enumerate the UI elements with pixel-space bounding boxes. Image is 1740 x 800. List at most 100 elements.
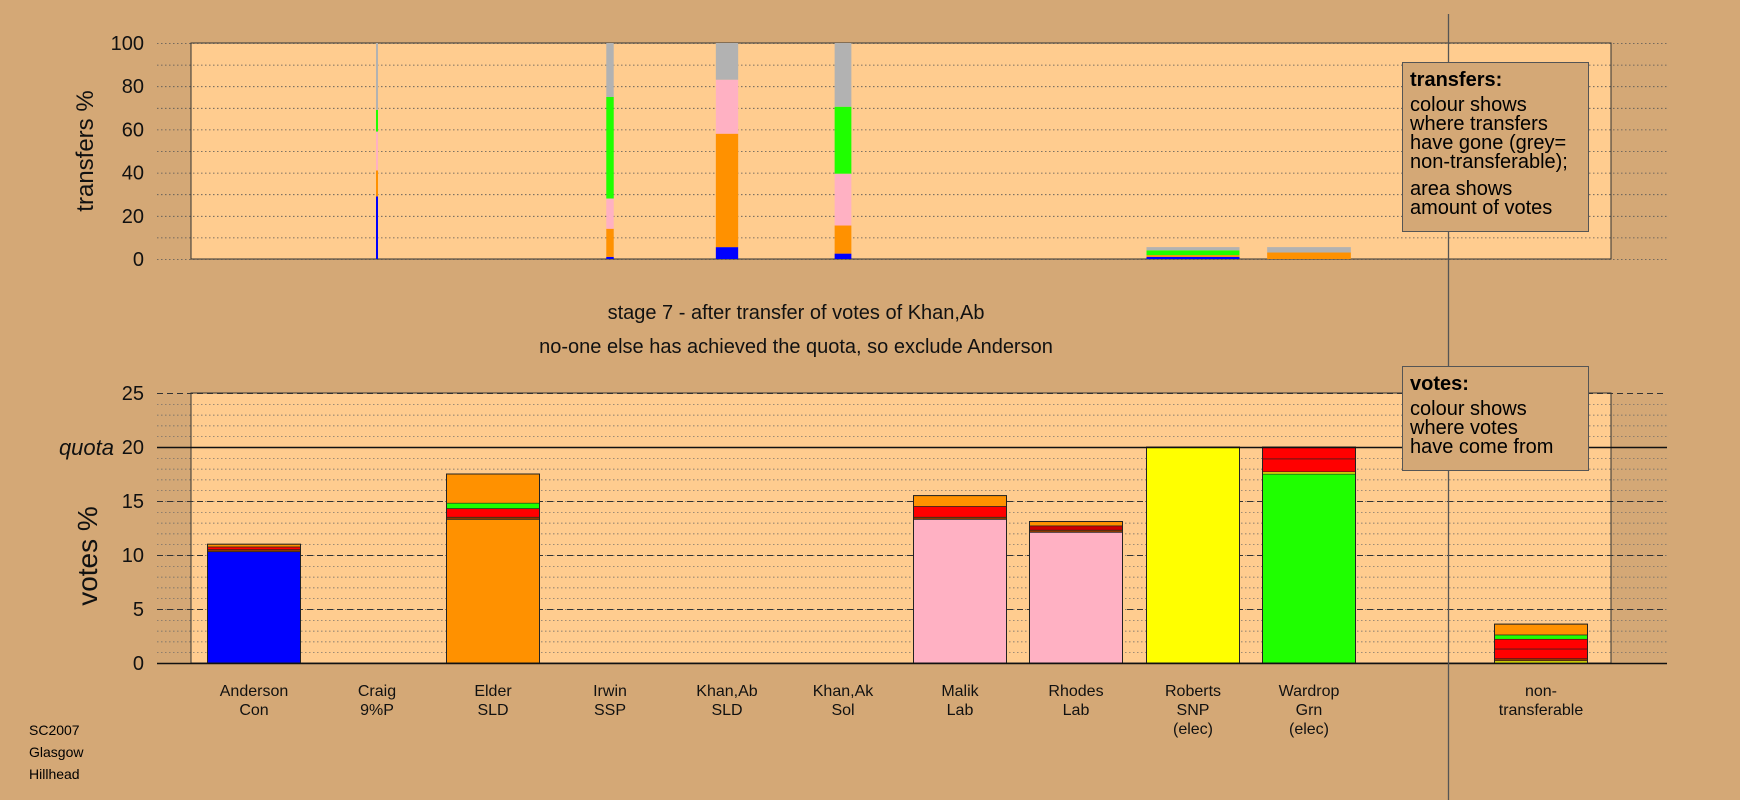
transfers-axis-label: transfers % (72, 90, 99, 211)
transfer-segment (376, 196, 378, 259)
votes-tick-label: 25 (122, 383, 144, 405)
candidate-name-label: Malik (941, 683, 979, 700)
transfers-tick-label: 100 (111, 33, 144, 55)
candidate-party-label: Con (239, 702, 268, 719)
votes-tick-label: 5 (133, 599, 144, 621)
candidate-party-label: SNP (1177, 702, 1210, 719)
transfer-segment (834, 253, 852, 259)
candidate-party-label: SSP (594, 702, 626, 719)
candidate-name-label: Elder (474, 683, 512, 700)
transfer-segment (1267, 247, 1351, 253)
candidate-party-label: SLD (477, 702, 508, 719)
candidate-party-label: Grn (1296, 702, 1323, 719)
transfer-segment (376, 109, 378, 132)
votes-legend: votes: colour shows where votes have com… (1402, 366, 1589, 471)
candidate-name-label: Roberts (1165, 683, 1221, 700)
votes-tick-label: 10 (122, 545, 144, 567)
votes-tick-label: 20 (122, 437, 144, 459)
vote-segment (1029, 525, 1123, 531)
votes-plot: 0 5 10 15 25 quota 20 votes % Anderson Con Craig 9%… (59, 383, 1667, 738)
votes-legend-title: votes: (1410, 373, 1469, 395)
candidate-name-label: Rhodes (1048, 683, 1103, 700)
transfers-legend-line: amount of votes (1410, 197, 1553, 219)
transfers-tick-label: 0 (133, 249, 144, 271)
vote-segment (1262, 446, 1356, 460)
stage-subtitle: no-one else has achieved the quota, so e… (539, 336, 1053, 358)
transfer-segment (1267, 252, 1351, 259)
transfers-legend-line: have gone (grey= (1410, 132, 1567, 154)
vote-segment (913, 495, 1007, 507)
candidate-party-label: Lab (947, 702, 974, 719)
candidate-name-label: Anderson (220, 683, 289, 700)
election-footer: SC2007 Glasgow Hillhead (29, 719, 83, 785)
vote-segment (446, 502, 540, 509)
candidate-party-label: SLD (711, 702, 742, 719)
stage-title: stage 7 - after transfer of votes of Kha… (608, 302, 985, 324)
votes-axis-label: votes % (72, 506, 103, 606)
vote-segment (207, 546, 301, 550)
vote-segment (913, 516, 1007, 520)
transfer-segment (834, 106, 852, 174)
transfers-legend-line: non-transferable); (1410, 151, 1568, 173)
vote-segment (1494, 648, 1588, 659)
vote-segment (446, 473, 540, 504)
vote-segment (1146, 446, 1240, 664)
votes-tick-label: 15 (122, 491, 144, 513)
transfer-segment (376, 170, 378, 197)
vote-segment (1262, 471, 1356, 475)
transfer-segment (606, 97, 614, 199)
transfer-segment (715, 247, 739, 259)
candidate-status-label: (elec) (1173, 721, 1213, 738)
candidate-party-label: Lab (1063, 702, 1090, 719)
vote-segment (913, 519, 1007, 664)
transfer-segment (1146, 250, 1240, 256)
transfers-plot-area (190, 42, 1612, 260)
transfer-segment (1146, 255, 1240, 257)
transfers-legend-line: where transfers (1410, 113, 1548, 135)
footer-city: Glasgow (29, 744, 84, 760)
transfer-segment (834, 173, 852, 226)
transfers-plot: 0 20 40 60 80 100 transfers % (72, 33, 1667, 271)
nontransferable-label: non- (1525, 683, 1557, 700)
transfers-tick-label: 60 (122, 119, 144, 141)
transfer-segment (606, 198, 614, 229)
candidate-status-label: (elec) (1289, 721, 1329, 738)
vote-segment (1262, 458, 1356, 473)
vote-segment (1494, 638, 1588, 650)
footer-ward: Hillhead (29, 766, 80, 782)
transfer-segment (606, 228, 614, 257)
quota-label: quota (59, 435, 114, 460)
candidate-name-label: Khan,Ab (696, 683, 757, 700)
transfers-legend-line: colour shows (1410, 94, 1527, 116)
nontransferable-label: transferable (1499, 702, 1584, 719)
candidate-party-label: Sol (831, 702, 854, 719)
footer-election: SC2007 (29, 722, 80, 738)
transfers-tick-label: 80 (122, 76, 144, 98)
vote-segment (1029, 529, 1123, 533)
vote-segment (446, 516, 540, 520)
vote-segment (1494, 634, 1588, 640)
transfers-tick-label: 20 (122, 206, 144, 228)
transfers-legend: transfers: colour shows where transfers … (1402, 62, 1589, 232)
transfer-segment (715, 43, 739, 80)
votes-plot-area (190, 392, 1612, 664)
vote-segment (1262, 473, 1356, 664)
vote-segment (1029, 532, 1123, 664)
transfer-segment (376, 131, 378, 171)
vote-segment (446, 508, 540, 518)
vote-segment (207, 551, 301, 664)
transfer-segment (1146, 256, 1240, 259)
candidate-name-label: Craig (358, 683, 396, 700)
vote-segment (1494, 658, 1588, 662)
transfers-tick-label: 40 (122, 163, 144, 185)
candidate-name-label: Irwin (593, 683, 627, 700)
transfer-segment (1146, 247, 1240, 251)
transfer-segment (834, 225, 852, 254)
votes-legend-line: colour shows (1410, 398, 1527, 420)
transfer-segment (834, 43, 852, 107)
transfer-segment (715, 79, 739, 134)
vote-segment (446, 519, 540, 664)
transfer-segment (606, 256, 614, 259)
votes-legend-line: have come from (1410, 436, 1554, 458)
